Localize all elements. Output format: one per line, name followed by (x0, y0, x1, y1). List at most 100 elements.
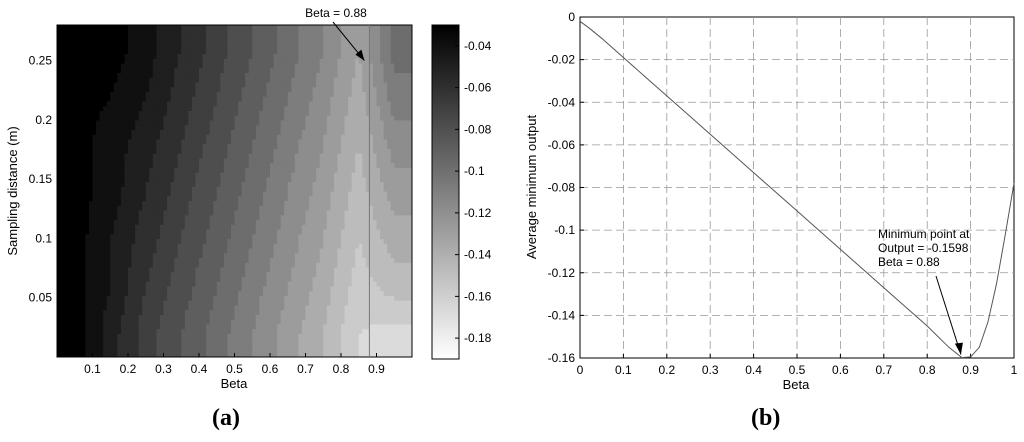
contour-cell (128, 347, 133, 353)
contour-cell (372, 195, 378, 202)
contour-cell (103, 214, 108, 221)
contour-cell (71, 200, 76, 206)
contour-cell (248, 124, 253, 130)
contour-cell (159, 262, 165, 268)
contour-cell (120, 138, 126, 145)
contour-cell (277, 281, 282, 287)
contour-cell (159, 304, 165, 311)
contour-cell (99, 276, 104, 282)
contour-cell (404, 276, 410, 282)
contour-cell (380, 247, 385, 254)
contour-cell (266, 124, 271, 130)
contour-cell (103, 119, 108, 126)
contour-cell (227, 300, 232, 306)
contour-cell (241, 119, 246, 126)
contour-cell (216, 138, 221, 145)
contour-cell (387, 224, 392, 230)
contour-cell (262, 119, 268, 126)
contour-cell (71, 295, 76, 301)
contour-cell (78, 262, 83, 268)
contour-cell (92, 285, 97, 292)
contour-cell (380, 205, 385, 211)
contour-cell (131, 176, 136, 183)
contour-cell (124, 314, 129, 320)
contour-cell (64, 162, 69, 168)
contour-cell (287, 252, 292, 258)
contour-cell (78, 295, 83, 301)
contour-cell (60, 205, 65, 211)
contour-cell (113, 157, 118, 164)
contour-cell (277, 119, 282, 126)
contour-cell (227, 134, 232, 140)
contour-cell (241, 228, 246, 235)
contour-cell (145, 309, 150, 315)
contour-cell (117, 257, 122, 263)
contour-cell (262, 157, 268, 164)
contour-cell (99, 238, 104, 244)
contour-cell (191, 157, 197, 164)
contour-cell (138, 323, 143, 330)
contour-cell (248, 228, 253, 235)
contour-cell (238, 338, 243, 344)
contour-cell (113, 200, 118, 206)
contour-cell (181, 290, 186, 296)
contour-cell (85, 129, 90, 135)
contour-cell (142, 262, 147, 268)
contour-cell (152, 148, 157, 154)
contour-cell (365, 309, 370, 315)
contour-cell (120, 129, 126, 135)
contour-cell (191, 323, 197, 330)
contour-cell (184, 172, 189, 178)
contour-cell (74, 300, 79, 306)
contour-cell (287, 300, 292, 306)
contour-cell (159, 319, 165, 325)
contour-cell (156, 186, 161, 192)
contour-cell (369, 295, 374, 301)
contour-cell (188, 219, 193, 225)
contour-cell (220, 295, 225, 301)
contour-cell (333, 319, 339, 325)
contour-cell (230, 309, 236, 315)
contour-cell (202, 172, 207, 178)
contour-cell (280, 295, 285, 301)
contour-cell (344, 257, 349, 263)
contour-cell (397, 309, 402, 315)
contour-cell (323, 200, 328, 206)
contour-cell (390, 167, 395, 173)
contour-cell (294, 157, 299, 164)
contour-cell (230, 209, 236, 216)
contour-cell (60, 172, 65, 178)
contour-cell (159, 228, 165, 235)
contour-cell (298, 342, 303, 349)
contour-cell (88, 233, 94, 240)
contour-cell (397, 257, 402, 263)
contour-cell (238, 209, 243, 216)
contour-cell (138, 333, 143, 339)
contour-cell (309, 186, 314, 192)
contour-cell (138, 266, 143, 273)
contour-cell (128, 314, 133, 320)
contour-cell (305, 300, 310, 306)
contour-cell (291, 300, 296, 306)
contour-cell (287, 347, 292, 353)
contour-cell (230, 186, 236, 192)
contour-cell (181, 129, 186, 135)
contour-cell (149, 129, 154, 135)
contour-cell (270, 129, 275, 135)
contour-cell (348, 333, 353, 339)
contour-cell (138, 143, 143, 149)
contour-cell (333, 300, 339, 306)
contour-cell (131, 243, 136, 249)
contour-cell (145, 124, 150, 130)
contour-cell (245, 252, 250, 258)
contour-cell (262, 209, 268, 216)
contour-cell (319, 338, 324, 344)
contour-cell (181, 181, 186, 187)
contour-cell (67, 352, 72, 357)
contour-cell (394, 257, 399, 263)
contour-cell (188, 309, 193, 315)
contour-cell (216, 285, 221, 292)
contour-cell (181, 247, 186, 254)
contour-cell (241, 304, 246, 311)
contour-cell (142, 124, 147, 130)
